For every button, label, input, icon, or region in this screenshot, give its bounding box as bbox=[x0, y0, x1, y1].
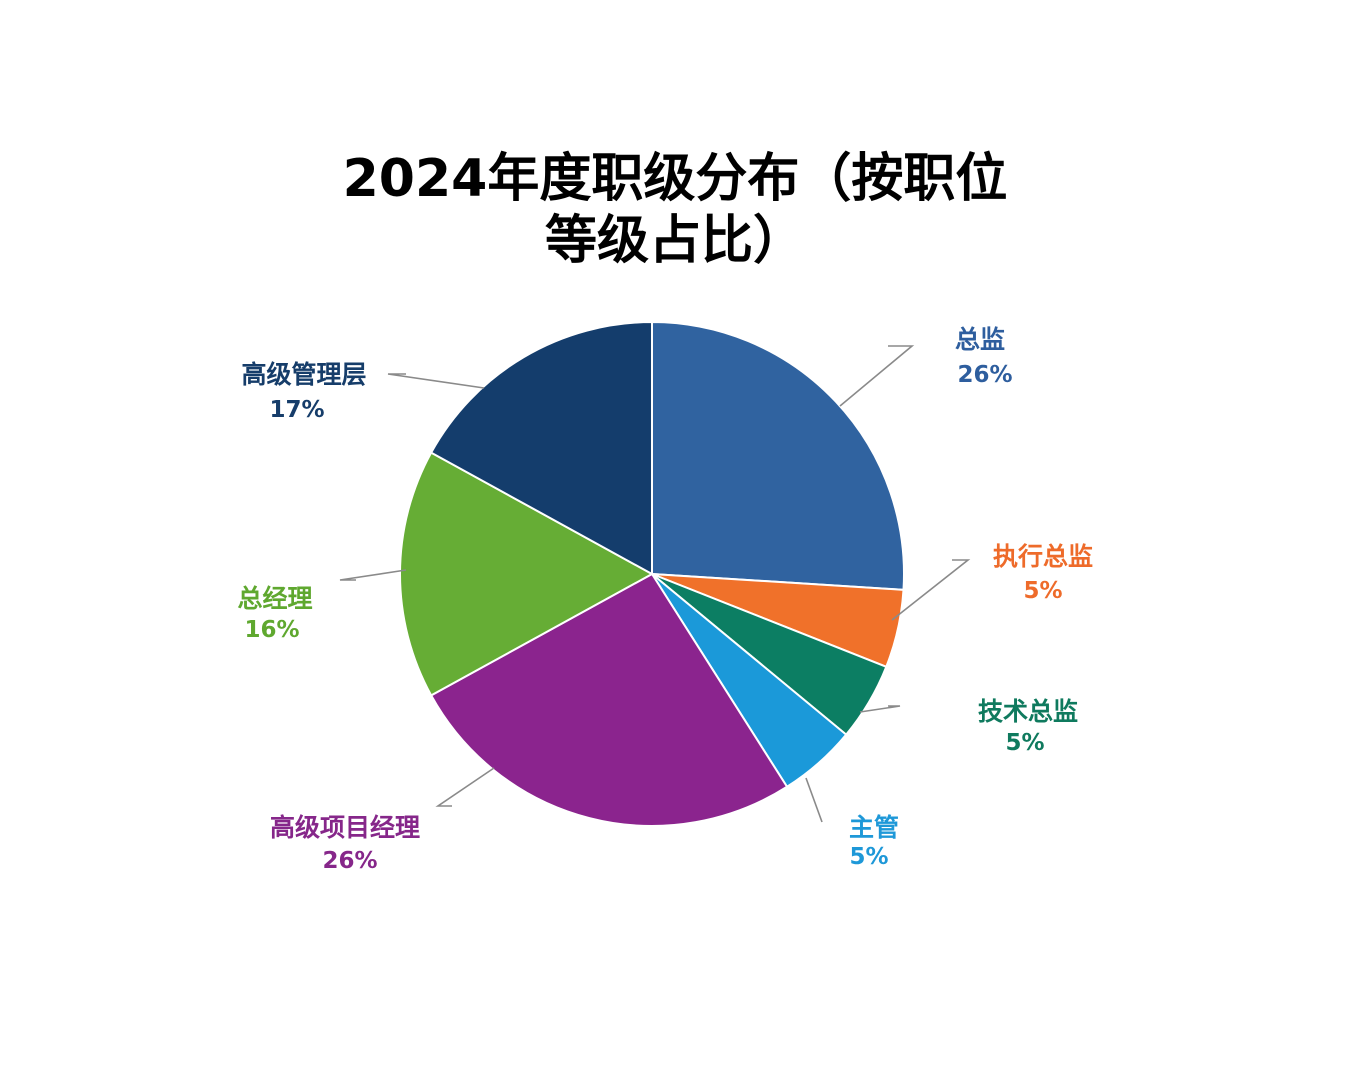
chart-title: 2024年度职级分布（按职位 等级占比） bbox=[0, 148, 1350, 272]
slice-label-5: 总经理 bbox=[237, 584, 312, 613]
slice-value-6: 17% bbox=[269, 397, 324, 423]
slice-label-0: 总监 bbox=[955, 325, 1005, 354]
slice-value-5: 16% bbox=[244, 617, 299, 643]
leader-line-6 bbox=[387, 373, 485, 389]
slice-value-4: 26% bbox=[322, 848, 377, 874]
slice-label-2: 技术总监 bbox=[978, 697, 1078, 726]
slice-label-6: 高级管理层 bbox=[241, 360, 366, 389]
slice-label-4: 高级项目经理 bbox=[270, 813, 420, 842]
leader-line-5 bbox=[339, 569, 407, 581]
slice-value-1: 5% bbox=[1023, 578, 1062, 604]
pie-slice-4 bbox=[429, 572, 789, 827]
leader-line-4 bbox=[435, 767, 495, 807]
slice-label-3: 主管 bbox=[849, 813, 899, 842]
pie-slice-0 bbox=[651, 320, 905, 591]
slice-value-2: 5% bbox=[1005, 730, 1044, 756]
slice-labels: 总监26%执行总监5%技术总监5%主管5%高级项目经理26%总经理16%高级管理… bbox=[237, 325, 1093, 874]
pie-slice-6 bbox=[429, 320, 653, 576]
chart-title-line-1: 2024年度职级分布（按职位 bbox=[342, 149, 1008, 209]
pie-slice-5 bbox=[399, 451, 655, 697]
leader-lines bbox=[339, 345, 971, 823]
slice-value-3: 5% bbox=[849, 844, 888, 870]
leader-line-0 bbox=[839, 345, 915, 407]
leader-line-1 bbox=[891, 559, 971, 621]
leader-line-2 bbox=[859, 705, 901, 713]
pie-slices bbox=[399, 320, 905, 827]
leader-line-3 bbox=[805, 777, 823, 823]
slice-label-1: 执行总监 bbox=[993, 542, 1093, 571]
slice-value-0: 26% bbox=[957, 362, 1012, 388]
chart-title-line-2: 等级占比） bbox=[544, 211, 805, 271]
